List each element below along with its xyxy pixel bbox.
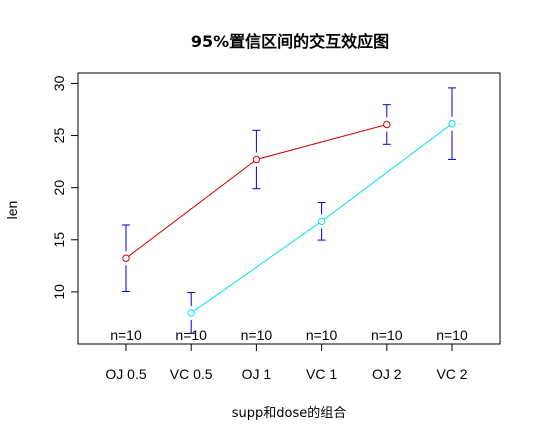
n-label: n=10 <box>175 327 207 343</box>
x-tick-label: OJ 0.5 <box>105 366 146 382</box>
y-axis-title: len <box>4 201 20 220</box>
x-axis-title: supp和dose的组合 <box>232 405 347 421</box>
series-point <box>187 309 195 317</box>
n-label: n=10 <box>110 327 142 343</box>
y-tick-label: 20 <box>51 180 67 196</box>
error-bars <box>122 87 456 334</box>
x-tick-label: VC 2 <box>436 366 467 382</box>
y-tick-label: 15 <box>51 232 67 248</box>
series-lines <box>122 119 456 317</box>
series-point <box>122 254 130 262</box>
series-point <box>448 119 456 128</box>
x-tick-label: VC 0.5 <box>170 366 213 382</box>
n-labels: n=10 n=10 n=10 n=10 n=10 n=10 <box>110 327 468 343</box>
y-axis: 10 15 20 25 30 <box>51 75 79 300</box>
y-tick-label: 10 <box>51 284 67 300</box>
x-tick-label: VC 1 <box>306 366 337 382</box>
chart-title: 95%置信区间的交互效应图 <box>191 32 389 51</box>
y-tick-label: 25 <box>51 128 67 144</box>
x-tick-label: OJ 2 <box>372 366 402 382</box>
x-axis: OJ 0.5 VC 0.5 OJ 1 VC 1 OJ 2 VC 2 <box>105 343 468 382</box>
series-point <box>383 120 391 129</box>
x-tick-label: OJ 1 <box>242 366 272 382</box>
series-point <box>317 217 326 226</box>
n-label: n=10 <box>306 327 338 343</box>
n-label: n=10 <box>241 327 273 343</box>
y-tick-label: 30 <box>51 75 67 91</box>
n-label: n=10 <box>371 327 403 343</box>
plot-frame <box>77 72 501 345</box>
n-label: n=10 <box>436 327 468 343</box>
series-point <box>252 155 261 164</box>
